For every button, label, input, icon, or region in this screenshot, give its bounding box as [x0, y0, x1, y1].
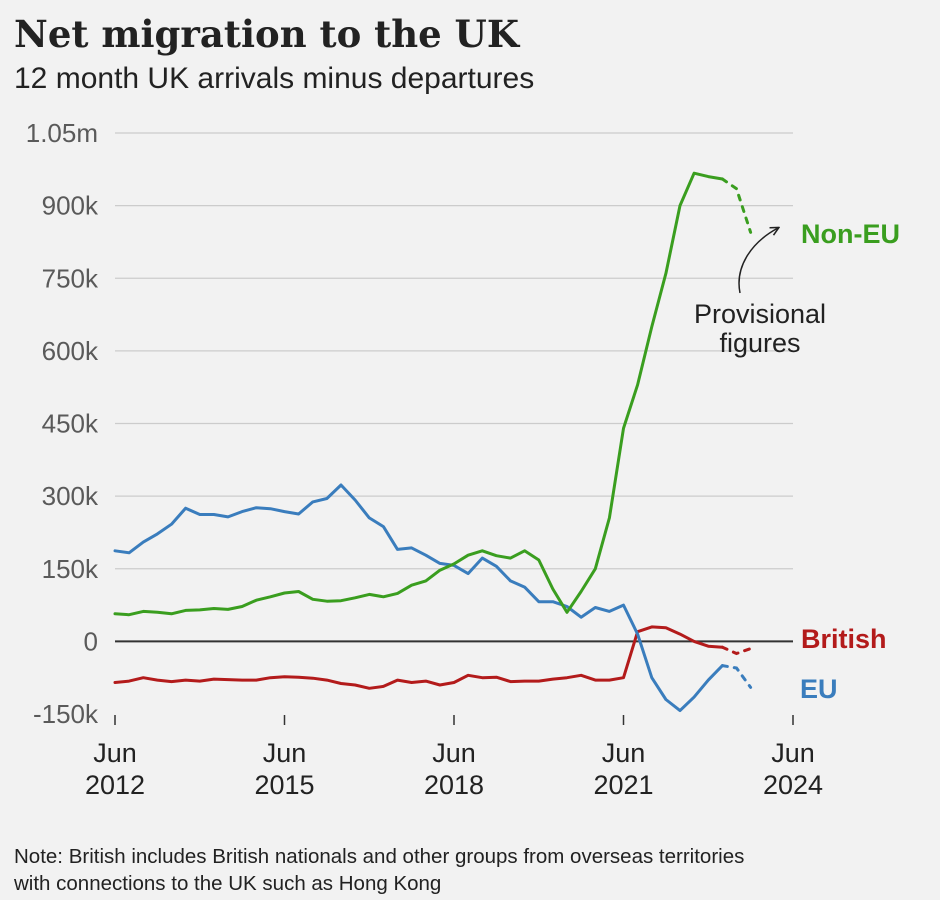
footnote-line1: Note: British includes British nationals…	[14, 845, 745, 868]
chart-subtitle: 12 month UK arrivals minus departures	[14, 62, 535, 95]
y-axis-ticks: 0 150k 300k 450k 600k 750k 900k 1.05m -150k	[26, 118, 99, 729]
x-tick-label: Jun	[771, 738, 815, 768]
y-tick-label: 150k	[42, 554, 99, 584]
x-tick-label: 2015	[254, 770, 314, 800]
x-tick-label: Jun	[432, 738, 476, 768]
provisional-line-british	[720, 645, 753, 656]
series-lines	[113, 171, 753, 713]
annotation-line2: figures	[719, 328, 800, 358]
series-line-non-eu	[113, 171, 724, 617]
footnote-line2: with connections to the UK such as Hong …	[14, 872, 442, 895]
series-labels: Non-EU EU British	[800, 219, 900, 704]
footnote: Note: British includes British nationals…	[14, 843, 924, 897]
y-tick-label: 750k	[42, 263, 99, 293]
series-label-eu: EU	[800, 674, 838, 704]
series-label-non-eu: Non-EU	[801, 219, 900, 249]
provisional-line-non-eu	[720, 177, 753, 234]
series-line-british	[113, 625, 724, 690]
x-tick-label: Jun	[93, 738, 137, 768]
y-tick-label: 450k	[42, 409, 99, 439]
y-tick-label: -150k	[33, 699, 99, 729]
y-tick-label: 900k	[42, 191, 99, 221]
y-tick-label: 0	[84, 626, 98, 656]
x-tick-label: 2012	[85, 770, 145, 800]
annotation-arrow	[738, 228, 778, 294]
x-tick-label: Jun	[263, 738, 307, 768]
y-tick-label: 1.05m	[26, 118, 98, 148]
provisional-annotation: Provisional figures	[694, 228, 826, 358]
chart-title: Net migration to the UK	[14, 12, 519, 56]
annotation-line1: Provisional	[694, 299, 826, 329]
y-tick-label: 600k	[42, 336, 99, 366]
series-label-british: British	[801, 624, 887, 654]
series-line-eu	[113, 483, 724, 713]
provisional-line-eu	[720, 664, 753, 689]
x-tick-label: 2024	[763, 770, 823, 800]
x-tick-label: 2021	[593, 770, 653, 800]
x-tick-label: Jun	[602, 738, 646, 768]
x-tick-label: 2018	[424, 770, 484, 800]
y-tick-label: 300k	[42, 481, 99, 511]
